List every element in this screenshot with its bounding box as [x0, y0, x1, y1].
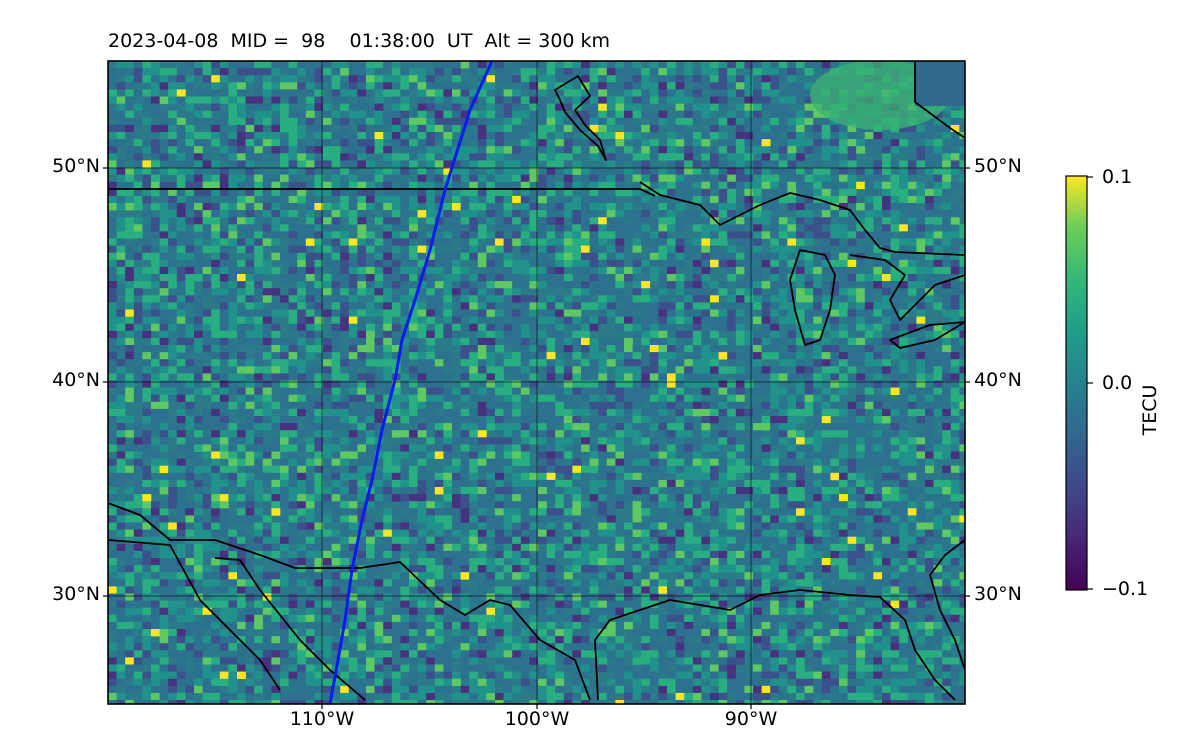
coastlines: [108, 61, 965, 701]
us-canada-border: [108, 188, 656, 197]
lat-label-40-left: 40°N: [52, 369, 100, 391]
lake-erie: [889, 321, 965, 349]
colorbar-tick-min: −0.1: [1102, 578, 1149, 600]
lake-michigan: [789, 249, 836, 346]
tec-cells: [108, 61, 965, 704]
colorbar-title: TECU: [1139, 384, 1161, 436]
colorbar-tick-max: 0.1: [1102, 166, 1133, 188]
lon-label-90w: 90°W: [724, 708, 778, 730]
lat-label-30-right: 30°N: [974, 583, 1022, 605]
lat-label-50-left: 50°N: [52, 155, 100, 177]
us-mexico-border: [108, 502, 591, 701]
baja-coast: [108, 539, 281, 691]
great-lakes-superior: [639, 181, 965, 256]
colorbar: [1065, 175, 1088, 591]
colorbar-tick-zero: 0.0: [1102, 372, 1133, 394]
map-title: 2023-04-08 MID = 98 01:38:00 UT Alt = 30…: [108, 30, 611, 52]
lat-label-40-right: 40°N: [974, 369, 1022, 391]
satellite-track: [328, 61, 494, 704]
lake-huron: [849, 254, 965, 321]
lat-label-50-right: 50°N: [974, 155, 1022, 177]
hudson-bay-coast: [914, 61, 965, 139]
lon-label-100w: 100°W: [504, 708, 570, 730]
gulf-coast: [594, 589, 956, 701]
florida-east-coast: [929, 539, 965, 671]
lake-winnipeg: [554, 75, 607, 161]
graticule: [108, 61, 965, 704]
lon-label-110w: 110°W: [289, 708, 355, 730]
lat-label-30-left: 30°N: [52, 583, 100, 605]
